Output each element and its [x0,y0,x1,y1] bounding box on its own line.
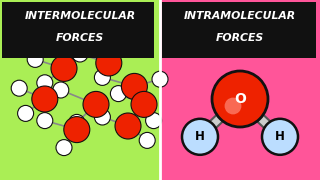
Circle shape [146,113,162,129]
Bar [0,0,160,180]
Circle shape [69,114,85,130]
Circle shape [225,98,241,114]
Circle shape [56,140,72,156]
Text: H: H [195,130,205,143]
Text: H: H [275,130,285,143]
Circle shape [83,91,109,117]
Text: O: O [234,92,246,106]
Circle shape [51,55,77,81]
Circle shape [64,117,90,143]
Circle shape [11,80,27,96]
Circle shape [115,113,141,139]
Circle shape [53,82,69,98]
Bar [162,2,316,58]
Circle shape [96,50,122,76]
Circle shape [37,75,53,91]
Circle shape [18,105,34,121]
Text: FORCES: FORCES [216,33,264,43]
Circle shape [139,132,155,148]
Circle shape [212,71,268,127]
Circle shape [110,86,126,102]
Circle shape [27,51,43,67]
Text: INTERMOLECULAR: INTERMOLECULAR [24,11,136,21]
Circle shape [37,113,53,129]
Circle shape [32,86,58,112]
Circle shape [152,71,168,87]
Bar [2,2,154,58]
Circle shape [131,91,157,117]
Circle shape [94,109,110,125]
Circle shape [72,46,88,62]
Circle shape [114,39,130,55]
Text: FORCES: FORCES [56,33,104,43]
Circle shape [182,119,218,155]
Circle shape [262,119,298,155]
Circle shape [94,69,110,85]
Text: INTRAMOLECULAR: INTRAMOLECULAR [184,11,296,21]
Bar [160,0,320,180]
Circle shape [121,73,148,99]
